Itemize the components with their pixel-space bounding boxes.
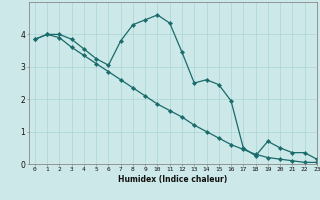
X-axis label: Humidex (Indice chaleur): Humidex (Indice chaleur) [118, 175, 228, 184]
